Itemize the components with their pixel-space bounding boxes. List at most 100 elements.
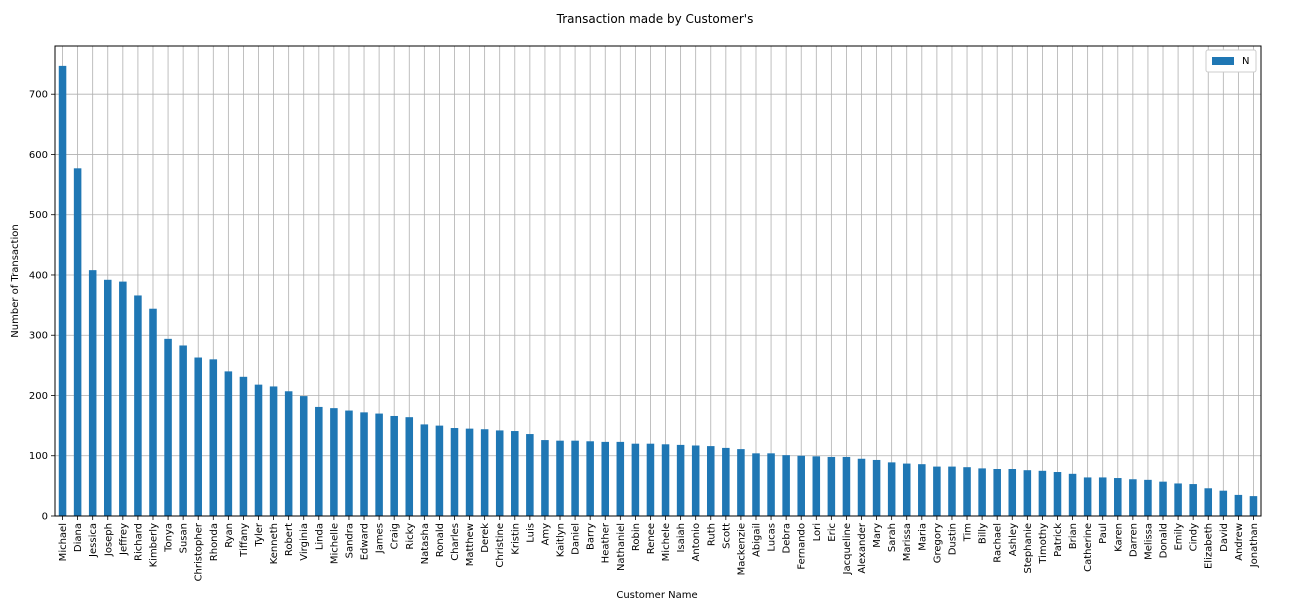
x-tick-label: Natasha (420, 523, 431, 564)
x-tick-label: Michelle (329, 523, 340, 564)
x-tick-label: Jacqueline (842, 523, 853, 575)
bar (390, 415, 398, 516)
bar (254, 384, 263, 516)
y-tick-label: 200 (29, 391, 48, 402)
x-tick-label: Daniel (571, 523, 582, 555)
bar (1189, 484, 1197, 516)
bar (1008, 469, 1017, 516)
bar-series (58, 65, 1258, 517)
bar (797, 455, 805, 516)
x-tick-label: Alexander (857, 522, 868, 573)
bar (465, 428, 474, 516)
bar (737, 449, 745, 516)
x-tick-label: Renee (646, 523, 657, 554)
legend-swatch (1212, 57, 1234, 65)
x-tick-label: Christopher (194, 522, 205, 581)
y-tick-label: 0 (42, 512, 48, 523)
y-tick-label: 400 (29, 270, 48, 281)
bar (224, 371, 233, 516)
x-tick-label: Rachael (993, 523, 1004, 563)
x-tick-label: Abigail (751, 523, 762, 557)
x-tick-label: Luis (525, 523, 536, 543)
bar (541, 440, 549, 516)
x-tick-label: Lori (812, 523, 823, 541)
bar (88, 270, 97, 516)
bar (284, 391, 293, 516)
x-tick-label: Tonya (164, 523, 175, 553)
x-tick-label: Marissa (902, 523, 913, 561)
bar (209, 359, 218, 516)
bar (1204, 488, 1213, 516)
bar (1098, 477, 1107, 516)
x-tick-label: Debra (782, 523, 793, 553)
bar (480, 429, 489, 516)
bar (676, 444, 685, 516)
bar (902, 463, 911, 516)
y-axis-ticks: 0 100 200 300 400 500 600 700 (29, 90, 55, 523)
bar (269, 386, 278, 516)
x-tick-label: Isaiah (676, 523, 687, 553)
bar (1038, 470, 1047, 516)
bar (812, 456, 821, 516)
x-tick-label: Richard (133, 523, 144, 561)
bar (1159, 481, 1167, 516)
bar (435, 425, 444, 516)
bar (752, 453, 760, 516)
x-tick-label: Michele (661, 523, 672, 561)
x-tick-label: Scott (721, 523, 732, 549)
bar (1053, 472, 1062, 516)
bar (1068, 473, 1077, 516)
grid-lines (55, 46, 1261, 517)
bar (1234, 494, 1243, 516)
bar (526, 434, 534, 516)
x-tick-label: Robin (631, 523, 642, 551)
x-tick-label: Kaitlyn (556, 523, 567, 557)
x-tick-label: Jonathan (1249, 523, 1260, 568)
x-tick-label: Jeffrey (118, 523, 129, 556)
bar (1144, 479, 1152, 516)
bar (330, 408, 338, 516)
x-tick-label: Ashley (1008, 523, 1019, 556)
x-tick-label: Ricky (405, 523, 416, 550)
bar (315, 406, 323, 516)
bar (1174, 483, 1182, 516)
chart-title: Transaction made by Customer's (556, 12, 754, 26)
bar (1129, 479, 1137, 516)
bar (420, 424, 429, 516)
x-axis-label: Customer Name (616, 590, 697, 601)
bar (556, 440, 564, 516)
x-tick-label: Michael (58, 523, 69, 561)
bar (571, 440, 579, 516)
bar (149, 308, 157, 516)
x-tick-label: Christine (495, 523, 506, 568)
x-tick-label: Tim (963, 523, 974, 542)
x-tick-label: Darren (1128, 523, 1139, 557)
bar (1219, 490, 1228, 516)
bar (103, 279, 112, 516)
bar (963, 467, 971, 516)
bar (495, 430, 504, 516)
bar (73, 168, 82, 517)
bar (1114, 478, 1122, 516)
x-tick-label: Stephanie (1023, 523, 1034, 574)
bar (706, 446, 715, 516)
x-tick-label: Emily (1174, 523, 1185, 551)
legend: N (1205, 49, 1257, 73)
bar (782, 455, 790, 516)
x-tick-label: Tyler (254, 522, 265, 547)
x-tick-label: Rhonda (209, 523, 220, 561)
bar (918, 464, 926, 516)
x-tick-label: Ryan (224, 523, 235, 548)
x-tick-label: Sandra (344, 523, 355, 558)
plot-frame (54, 45, 1262, 517)
bar (586, 441, 594, 516)
x-tick-label: Gregory (932, 523, 943, 563)
x-tick-label: Fernando (797, 523, 808, 570)
x-tick-label: Derek (480, 523, 491, 553)
bar (872, 459, 881, 516)
y-axis-label: Number of Transaction (10, 224, 21, 337)
x-tick-label: Ruth (706, 523, 717, 546)
x-tick-label: Charles (450, 523, 461, 561)
x-tick-label: Matthew (465, 523, 476, 566)
